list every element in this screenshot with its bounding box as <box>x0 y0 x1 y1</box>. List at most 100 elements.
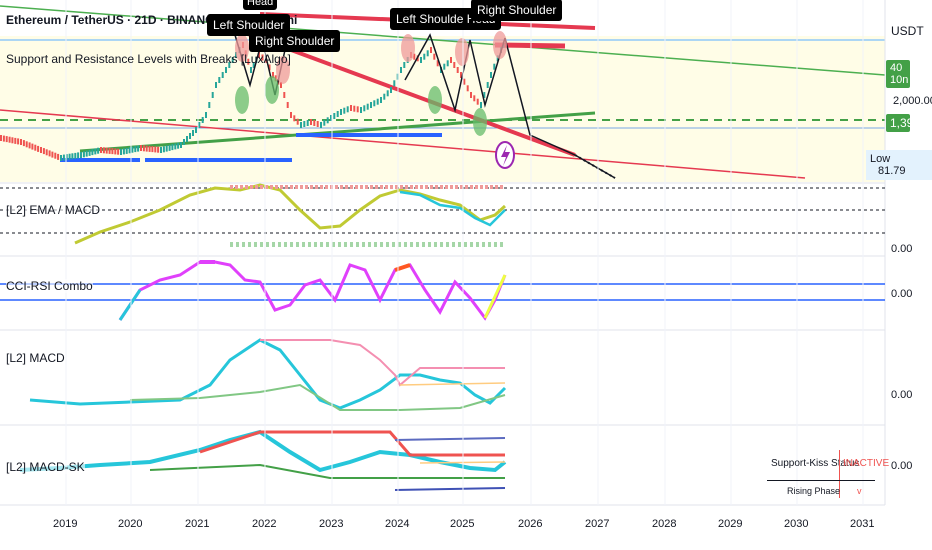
candle <box>316 121 319 127</box>
ema-histogram-bar <box>368 242 371 247</box>
candle <box>346 106 349 113</box>
candle <box>171 144 174 151</box>
candle <box>480 102 482 108</box>
pane-label-macd-sk[interactable]: [L2] MACD-SK <box>6 460 85 474</box>
ema-signal-bar <box>490 185 493 189</box>
lightning-icon[interactable] <box>495 141 515 169</box>
ema-signal-bar <box>265 185 268 189</box>
ema-signal-bar <box>405 185 408 189</box>
current-price-tag: 1,390.81 <box>886 114 932 132</box>
cci-peak-2 <box>394 263 411 272</box>
ema-histogram-bar <box>410 242 413 247</box>
candle <box>393 80 396 87</box>
ema-signal-bar <box>325 185 328 189</box>
candle <box>51 151 54 158</box>
ema-signal-bar <box>280 185 283 189</box>
candle <box>340 109 342 115</box>
macd-orange-line <box>399 382 506 386</box>
ema-signal-bar <box>345 185 348 189</box>
candle <box>423 53 426 60</box>
candle <box>443 63 446 70</box>
ema-signal-bar <box>475 185 478 189</box>
candle <box>97 147 100 154</box>
ema-signal-bar <box>370 185 373 189</box>
ema-histogram-bar <box>362 242 365 247</box>
candle <box>82 151 85 158</box>
ema-histogram-bar <box>428 242 431 247</box>
ema-signal-bar <box>485 185 488 189</box>
candle <box>91 149 94 156</box>
candle <box>48 150 51 157</box>
marker-red-4 <box>455 38 469 66</box>
candle <box>433 53 436 60</box>
candle <box>102 147 105 154</box>
ema-histogram-bar <box>260 242 263 247</box>
ema-histogram-bar <box>482 242 485 247</box>
ema-signal-bar <box>315 185 318 189</box>
candle <box>496 55 499 62</box>
marker-red-1 <box>235 34 249 62</box>
candle <box>268 64 271 71</box>
ema-histogram-bar <box>416 242 419 247</box>
low-label-box: Low 81.79 <box>866 150 932 180</box>
candle <box>160 147 162 153</box>
pane-label-macd[interactable]: [L2] MACD <box>6 351 65 365</box>
candle <box>470 92 472 98</box>
candle <box>168 144 171 151</box>
pane-value-macd: 0.00 <box>891 389 913 401</box>
candle <box>283 92 286 98</box>
candle <box>11 137 14 144</box>
ema-signal-bar <box>465 185 468 189</box>
candle <box>326 117 329 124</box>
candle <box>272 72 274 78</box>
candle <box>94 148 97 155</box>
ema-histogram-bar <box>488 242 491 247</box>
candle <box>218 77 221 83</box>
macd-signal-line <box>129 383 506 411</box>
ema-histogram-bar <box>500 242 503 247</box>
candle <box>483 92 486 98</box>
ema-histogram-bar <box>350 242 353 247</box>
trend-line-green-upper <box>0 5 886 76</box>
ema-signal-bar <box>290 185 293 189</box>
currency-label[interactable]: USDT <box>891 24 924 38</box>
ema-histogram-bar <box>326 242 329 247</box>
ema-signal-bar <box>300 185 303 189</box>
candle <box>145 145 148 152</box>
ema-signal-bar <box>240 185 243 189</box>
candle <box>453 62 456 68</box>
candle <box>320 122 322 128</box>
ema-signal-bar <box>380 185 383 189</box>
macdsk-blue-line <box>394 437 506 441</box>
ema-histogram-bar <box>446 242 449 247</box>
ema-signal-bar <box>450 185 453 189</box>
cci-line <box>118 260 507 321</box>
ema-signal-bar <box>385 185 388 189</box>
pane-label-ema-macd[interactable]: [L2] EMA / MACD <box>6 203 101 217</box>
x-axis-label-2030: 2030 <box>784 518 809 530</box>
candle <box>14 137 17 144</box>
candle <box>201 117 204 123</box>
x-axis-label-2022: 2022 <box>252 518 277 530</box>
pane-label-cci-rsi[interactable]: CCI-RSI Combo <box>6 279 93 293</box>
ema-histogram-bar <box>476 242 479 247</box>
macdsk-green-line <box>149 463 505 479</box>
support-kiss-table: Support-Kiss Status INACTIVE Rising Phas… <box>767 450 889 498</box>
indicator-title[interactable]: Support and Resistance Levels with Break… <box>6 52 291 66</box>
candle <box>25 141 28 148</box>
candle <box>306 120 309 126</box>
candle <box>420 57 422 63</box>
candle <box>183 139 185 145</box>
candle <box>366 103 369 110</box>
candle <box>2 135 5 142</box>
candle <box>205 112 207 118</box>
candle <box>330 115 332 121</box>
ema-histogram-bar <box>284 242 287 247</box>
candle <box>71 153 74 160</box>
candle <box>446 60 449 67</box>
candle <box>174 143 177 150</box>
ema-histogram-bar <box>422 242 425 247</box>
ema-signal-bar <box>365 185 368 189</box>
candle <box>198 122 201 128</box>
